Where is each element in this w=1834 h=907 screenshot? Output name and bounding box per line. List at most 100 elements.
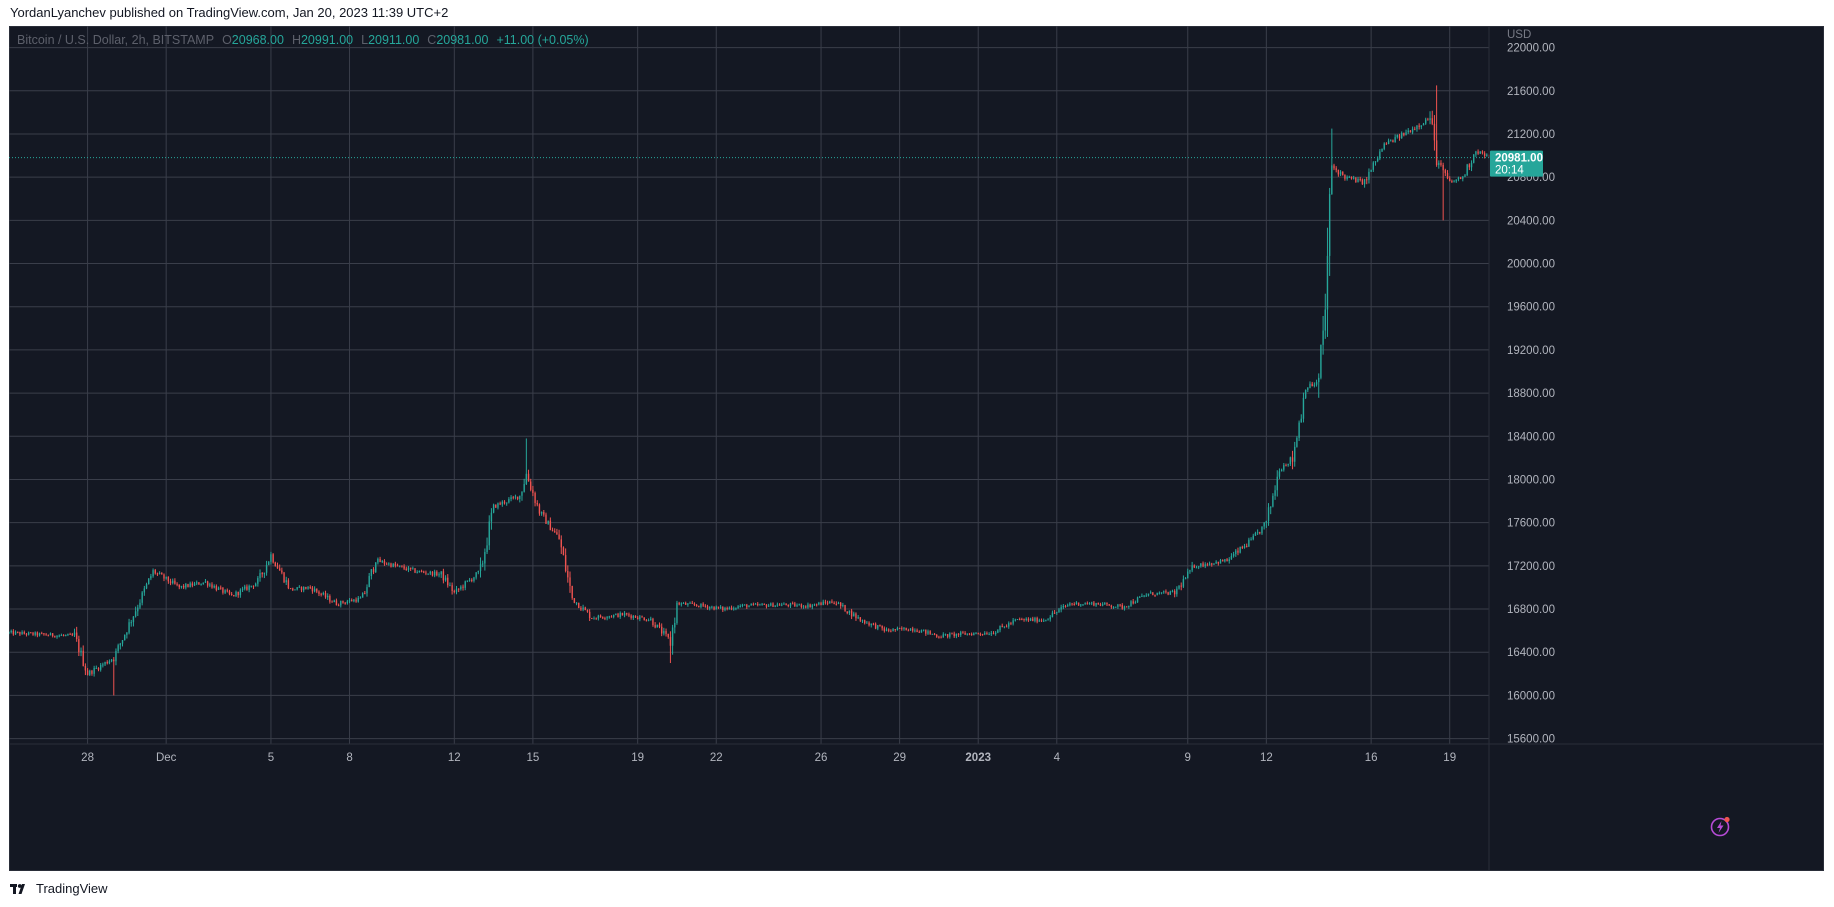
candle [198, 582, 200, 585]
candle [968, 633, 971, 636]
lightning-bolt-icon[interactable] [1710, 815, 1732, 837]
candle [787, 604, 789, 608]
candle [36, 631, 39, 638]
candle [477, 570, 480, 575]
candle [300, 586, 303, 593]
candle [687, 603, 689, 607]
price-tick-label: 21600.00 [1507, 86, 1555, 98]
candle [671, 624, 674, 655]
candle [1202, 561, 1204, 568]
price-tick-label: 18800.00 [1507, 388, 1555, 400]
candle [1160, 592, 1163, 595]
candle [643, 617, 645, 621]
candle [791, 601, 794, 605]
candle [257, 576, 259, 587]
candle [333, 599, 335, 603]
candle [178, 584, 180, 590]
candle [645, 619, 648, 622]
candle [495, 504, 497, 508]
candle [311, 586, 314, 594]
candle [1433, 115, 1436, 151]
candle [1422, 122, 1425, 126]
candle [1427, 117, 1429, 121]
candle [922, 629, 925, 632]
candle [1128, 605, 1130, 609]
time-axis[interactable]: 28 Dec 5 8 12 15 19 22 26 29 2023 4 9 12 16 19 [9, 743, 1824, 764]
price-chart[interactable]: 15600.00 16000.00 16400.00 16800.00 17200.00… [9, 26, 1824, 871]
candle [1132, 598, 1134, 605]
candle [510, 495, 512, 502]
candle [1191, 561, 1193, 573]
candle [1346, 175, 1348, 181]
candle [1270, 506, 1272, 515]
candle [698, 605, 700, 608]
candle [1379, 149, 1381, 161]
candle [102, 662, 104, 668]
candle [730, 605, 733, 611]
candle [1130, 600, 1132, 607]
candle [905, 627, 907, 631]
candle [1021, 617, 1023, 621]
candle [564, 548, 567, 573]
candle [1200, 563, 1202, 568]
candle [230, 592, 233, 596]
candle [741, 603, 744, 608]
candle [946, 634, 949, 639]
candle [909, 628, 912, 631]
candle [781, 602, 783, 607]
candle [1405, 129, 1407, 136]
candle [1398, 133, 1401, 141]
candle [327, 593, 329, 600]
candle [1147, 593, 1150, 597]
candle [746, 603, 748, 610]
price-axis[interactable]: 15600.00 16000.00 16400.00 16800.00 17200.00… [1488, 26, 1555, 871]
candle [711, 605, 713, 609]
candle [1420, 125, 1423, 130]
candle [709, 606, 711, 611]
price-tick-label: 16800.00 [1507, 604, 1555, 616]
candle [918, 630, 920, 633]
candle [307, 586, 309, 590]
candle [274, 561, 277, 567]
candle [674, 617, 676, 634]
price-tick-label: 20400.00 [1507, 215, 1555, 227]
candle [1265, 520, 1268, 528]
candle [759, 603, 761, 606]
candle [652, 617, 654, 627]
candle [800, 603, 803, 609]
price-tick-label: 17200.00 [1507, 561, 1555, 573]
candle [1176, 586, 1178, 597]
candle [1178, 585, 1180, 590]
candle [1093, 600, 1095, 607]
candle [191, 581, 194, 588]
candle [1134, 600, 1137, 604]
candle [471, 578, 473, 583]
candle [949, 632, 951, 639]
candle [839, 601, 842, 609]
candle [1027, 617, 1030, 623]
candle [169, 578, 172, 586]
candle [717, 606, 720, 610]
candle [1204, 562, 1206, 569]
candle [287, 578, 290, 590]
candle [407, 566, 410, 573]
candle [150, 573, 152, 581]
time-tick-label: 29 [893, 752, 906, 764]
candle [479, 557, 482, 578]
candle [1010, 621, 1012, 626]
candle [1283, 462, 1285, 472]
candle [748, 605, 750, 608]
candle [9, 631, 10, 635]
candle [1302, 392, 1305, 423]
candlestick-series [9, 85, 1490, 696]
candle [281, 567, 283, 575]
candle [427, 573, 429, 576]
candle [1411, 126, 1414, 135]
candle [209, 582, 211, 588]
tradingview-footer[interactable]: TradingView [10, 881, 108, 896]
candle [193, 581, 196, 586]
candle [1125, 606, 1128, 608]
candle [532, 485, 534, 497]
candle [322, 591, 325, 596]
candle [927, 629, 929, 635]
